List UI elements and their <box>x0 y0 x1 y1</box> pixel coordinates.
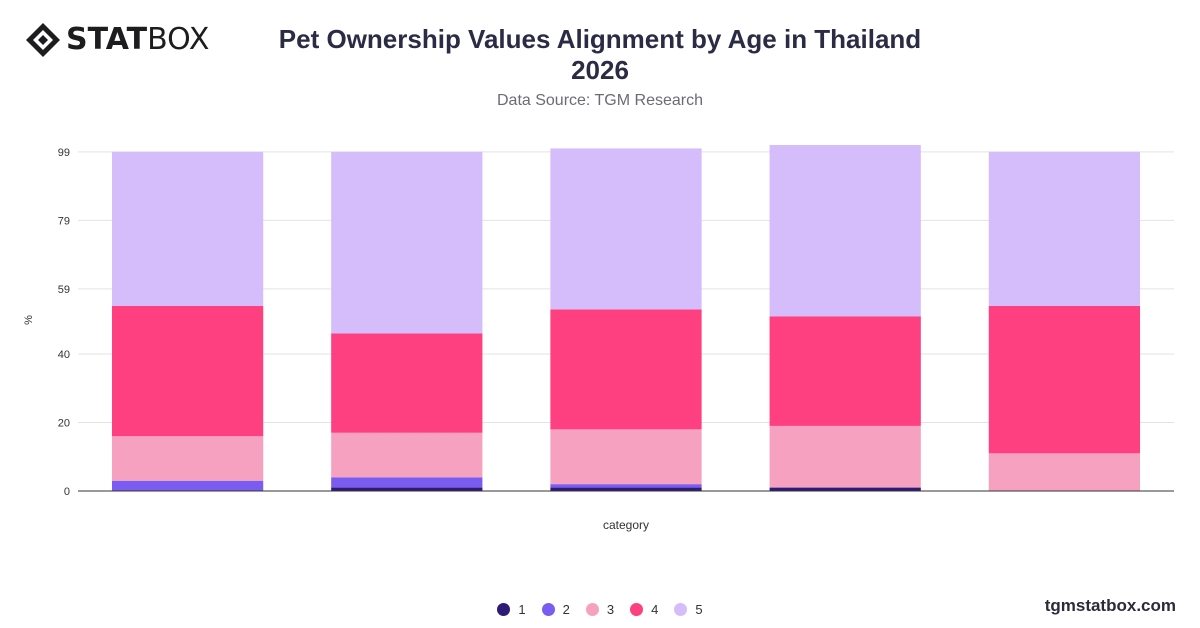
diamond-logo-icon <box>26 23 60 57</box>
legend-item-5[interactable]: 5 <box>674 602 703 617</box>
bar-segment-series-5[interactable] <box>550 148 702 310</box>
x-axis-label: category <box>603 518 649 532</box>
bar-segment-series-4[interactable] <box>331 333 483 433</box>
bar-segment-series-3[interactable] <box>111 436 264 481</box>
logo-light-text: BOX <box>147 22 210 57</box>
legend-item-2[interactable]: 2 <box>541 602 570 617</box>
bar-segment-series-1[interactable] <box>550 487 702 491</box>
bar-segment-series-4[interactable] <box>988 306 1141 454</box>
legend-swatch <box>585 603 599 616</box>
legend-label: 2 <box>562 602 570 617</box>
legend-swatch <box>541 603 555 616</box>
bar-segment-series-5[interactable] <box>988 151 1141 307</box>
chart-title-line1: Pet Ownership Values Alignment by Age in… <box>278 24 922 54</box>
legend-swatch <box>630 603 644 616</box>
bars <box>111 145 1141 491</box>
chart-title-line2: 2026 <box>571 55 629 85</box>
chart-subtitle: Data Source: TGM Research <box>496 92 703 109</box>
legend-item-1[interactable]: 1 <box>497 602 526 617</box>
bar-segment-series-5[interactable] <box>111 151 264 307</box>
bar-segment-series-3[interactable] <box>988 453 1141 491</box>
logo-bold-text: STAT <box>66 22 148 57</box>
bar-segment-series-4[interactable] <box>769 316 921 426</box>
chart-legend: 1 2 3 4 5 <box>0 602 1200 617</box>
bar-segment-series-5[interactable] <box>769 145 921 317</box>
y-tick-label: 59 <box>58 284 70 296</box>
chart-title: Pet Ownership Values Alignment by Age in… <box>250 24 950 86</box>
legend-item-4[interactable]: 4 <box>630 602 658 617</box>
y-axis-ticks: 0 20 40 59 79 99 <box>58 147 70 498</box>
y-tick-label: 20 <box>58 417 70 429</box>
site-url[interactable]: tgmstatbox.com <box>1044 596 1176 615</box>
bar-segment-series-3[interactable] <box>550 429 702 485</box>
y-tick-label: 79 <box>58 215 70 227</box>
bar-segment-series-2[interactable] <box>550 484 702 488</box>
bar-segment-series-3[interactable] <box>769 425 921 488</box>
bar-segment-series-4[interactable] <box>550 309 702 430</box>
legend-label: 4 <box>651 602 659 617</box>
legend-label: 5 <box>695 602 703 617</box>
legend-label: 3 <box>606 602 615 617</box>
bar-segment-series-4[interactable] <box>111 306 264 437</box>
bar-segment-series-3[interactable] <box>331 432 483 478</box>
legend-item-3[interactable]: 3 <box>585 602 615 617</box>
y-tick-label: 0 <box>64 486 70 498</box>
y-tick-label: 99 <box>58 147 70 159</box>
legend-label: 1 <box>518 602 526 617</box>
logo-wordmark: STATBOX <box>66 20 209 60</box>
bar-segment-series-1[interactable] <box>769 487 921 491</box>
legend-swatch <box>497 603 511 616</box>
statbox-logo[interactable]: STATBOX <box>24 20 209 60</box>
bar-segment-series-5[interactable] <box>331 151 483 334</box>
bar-segment-series-2[interactable] <box>111 480 264 491</box>
bar-segment-series-1[interactable] <box>331 487 483 491</box>
y-tick-label: 40 <box>58 349 70 361</box>
y-axis-label: % <box>23 315 35 325</box>
bar-segment-series-2[interactable] <box>331 477 483 488</box>
legend-swatch <box>674 603 688 616</box>
